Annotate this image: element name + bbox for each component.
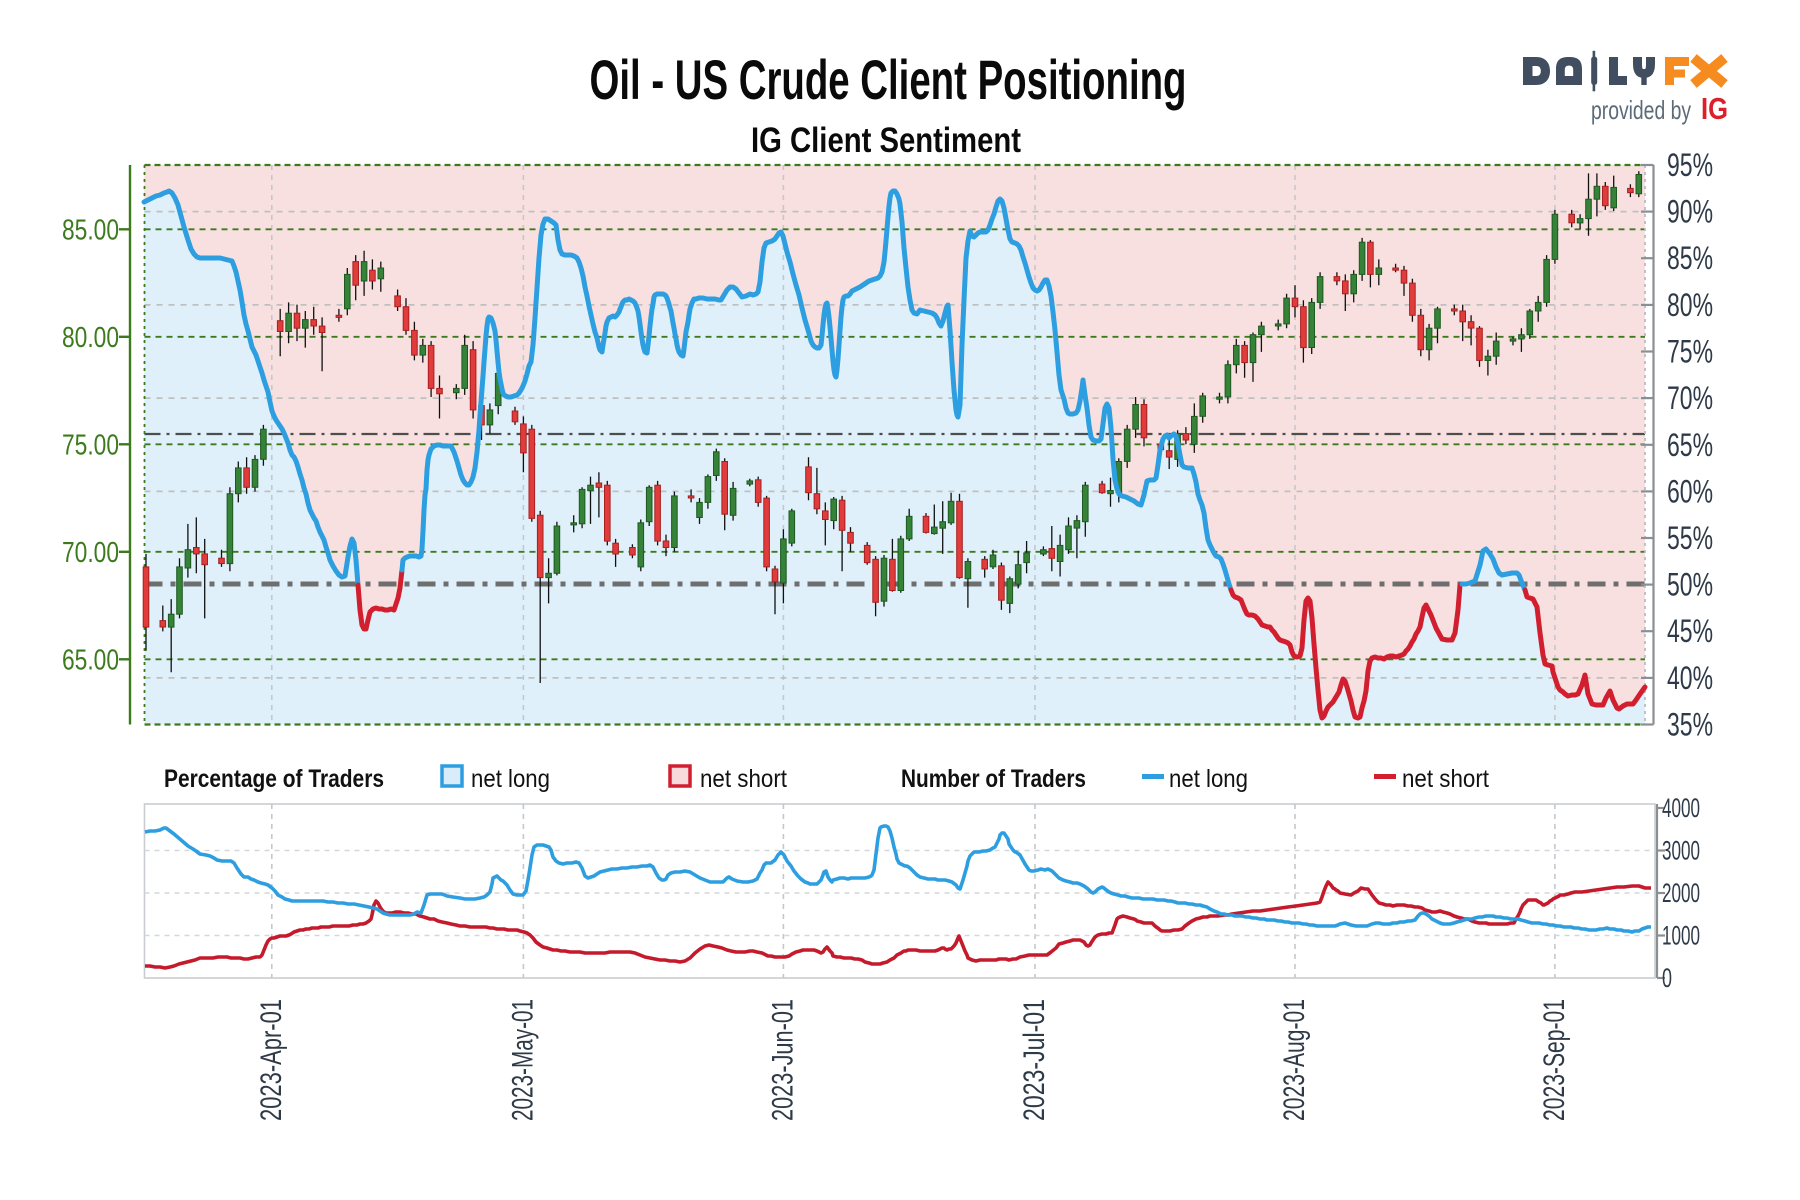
svg-text:1000: 1000 <box>1662 921 1700 951</box>
svg-text:2023-Apr-01: 2023-Apr-01 <box>255 999 288 1121</box>
svg-text:IG: IG <box>1701 91 1728 126</box>
svg-text:95%: 95% <box>1667 147 1713 183</box>
svg-text:85.00: 85.00 <box>62 214 119 246</box>
svg-text:60%: 60% <box>1667 473 1713 509</box>
svg-text:provided by: provided by <box>1591 95 1691 125</box>
svg-text:90%: 90% <box>1667 194 1713 230</box>
svg-text:net short: net short <box>700 765 787 793</box>
svg-text:80.00: 80.00 <box>62 322 119 354</box>
svg-text:85%: 85% <box>1667 240 1713 276</box>
svg-text:Number of Traders: Number of Traders <box>901 765 1086 793</box>
svg-text:75.00: 75.00 <box>62 429 119 461</box>
svg-text:55%: 55% <box>1667 520 1713 556</box>
svg-text:70.00: 70.00 <box>62 537 119 569</box>
svg-text:45%: 45% <box>1667 613 1713 649</box>
svg-text:35%: 35% <box>1667 707 1713 743</box>
svg-text:net long: net long <box>1169 765 1248 793</box>
svg-text:65%: 65% <box>1667 427 1713 463</box>
svg-text:IG Client Sentiment: IG Client Sentiment <box>751 121 1021 160</box>
svg-text:2023-May-01: 2023-May-01 <box>506 999 539 1121</box>
svg-text:2023-Jun-01: 2023-Jun-01 <box>766 999 799 1121</box>
svg-text:3000: 3000 <box>1662 836 1700 866</box>
svg-text:Oil - US Crude Client Position: Oil - US Crude Client Positioning <box>590 48 1187 111</box>
svg-text:0: 0 <box>1662 963 1672 993</box>
svg-text:40%: 40% <box>1667 660 1713 696</box>
svg-text:net long: net long <box>471 765 550 793</box>
svg-text:2023-Aug-01: 2023-Aug-01 <box>1278 999 1311 1121</box>
svg-text:2023-Jul-01: 2023-Jul-01 <box>1018 999 1051 1121</box>
svg-text:net short: net short <box>1402 765 1489 793</box>
svg-text:Percentage of Traders: Percentage of Traders <box>164 765 384 793</box>
svg-text:2000: 2000 <box>1662 878 1700 908</box>
svg-text:70%: 70% <box>1667 380 1713 416</box>
svg-text:4000: 4000 <box>1662 793 1700 823</box>
svg-text:2023-Sep-01: 2023-Sep-01 <box>1538 999 1571 1121</box>
svg-text:80%: 80% <box>1667 287 1713 323</box>
svg-text:75%: 75% <box>1667 334 1713 370</box>
svg-text:50%: 50% <box>1667 567 1713 603</box>
svg-text:65.00: 65.00 <box>62 644 119 676</box>
